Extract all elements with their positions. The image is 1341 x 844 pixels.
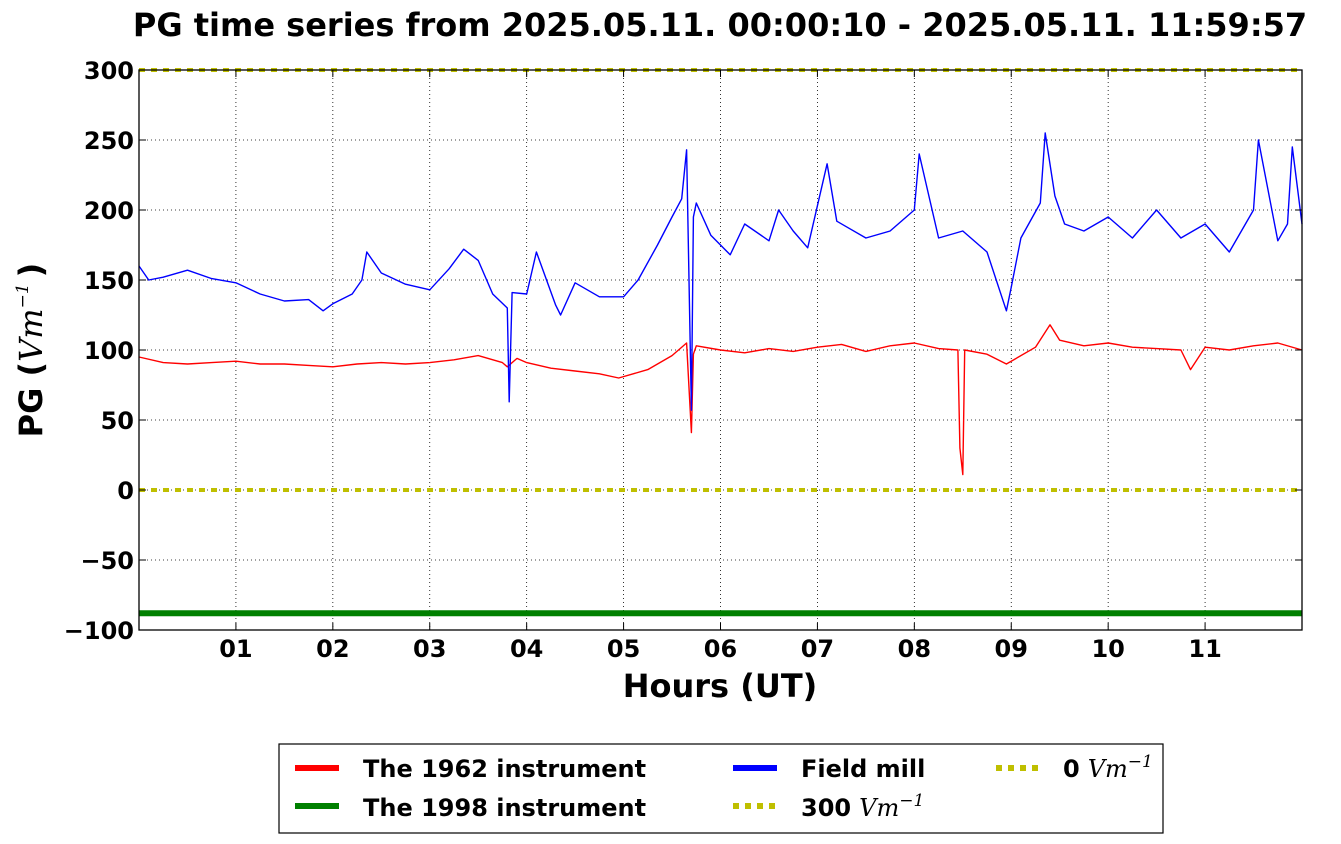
y-tick-label-250: 250 (84, 127, 134, 155)
x-tick-label-04: 04 (510, 635, 543, 663)
y-axis-label-prefix: PG ( (12, 362, 50, 437)
legend-label-0-unit: Vm (1088, 755, 1128, 783)
series-line-the-1962-instrument (138, 324, 1303, 476)
x-tick-label-03: 03 (413, 635, 446, 663)
legend-frame (278, 743, 1164, 834)
x-tick-label-06: 06 (704, 635, 737, 663)
y-tick-label-50: 50 (101, 407, 134, 435)
x-tick-label-11: 11 (1188, 635, 1221, 663)
legend-label-300-unit: Vm (859, 794, 899, 822)
y-tick-label-100: 100 (84, 337, 134, 365)
y-axis-label-unit: Vm (12, 308, 50, 361)
legend-label-300-value: 300 (801, 794, 851, 822)
y-tick-label-neg50: −50 (80, 547, 134, 575)
series-line-field-mill (138, 132, 1303, 411)
legend-label-0-exponent: −1 (1128, 752, 1153, 772)
x-tick-label-08: 08 (898, 635, 931, 663)
legend-label-300-exponent: −1 (899, 791, 924, 811)
legend-label-1998-instrument: The 1998 instrument (363, 794, 646, 822)
x-tick-label-10: 10 (1091, 635, 1124, 663)
x-tick-label-02: 02 (316, 635, 349, 663)
x-tick-label-01: 01 (219, 635, 252, 663)
legend-label-0-line: 0 Vm−1 (1063, 752, 1153, 783)
y-tick-label-300: 300 (84, 57, 134, 85)
y-tick-label-200: 200 (84, 197, 134, 225)
tick-layer: 01 02 03 04 05 06 07 08 09 10 11 300 250 200 150 100 50 0… (64, 57, 1302, 663)
x-tick-label-05: 05 (607, 635, 640, 663)
y-tick-label-neg100: −100 (64, 617, 134, 645)
legend-label-field-mill: Field mill (801, 755, 925, 783)
x-tick-label-09: 09 (995, 635, 1028, 663)
legend-label-0-value: 0 (1063, 755, 1080, 783)
legend-label-1962-instrument: The 1962 instrument (363, 755, 646, 783)
legend: The 1962 instrument The 1998 instrument … (278, 743, 1164, 834)
chart-title: PG time series from 2025.05.11. 00:00:10… (133, 6, 1307, 44)
x-tick-label-07: 07 (801, 635, 834, 663)
y-axis-label-suffix: ) (12, 263, 50, 278)
y-tick-label-0: 0 (117, 477, 134, 505)
y-axis-label-exponent: −1 (13, 283, 33, 308)
y-axis-label: PG (Vm−1) (12, 263, 50, 438)
y-tick-label-150: 150 (84, 267, 134, 295)
x-axis-label: Hours (UT) (623, 667, 818, 705)
legend-label-300-line: 300 Vm−1 (801, 791, 924, 822)
